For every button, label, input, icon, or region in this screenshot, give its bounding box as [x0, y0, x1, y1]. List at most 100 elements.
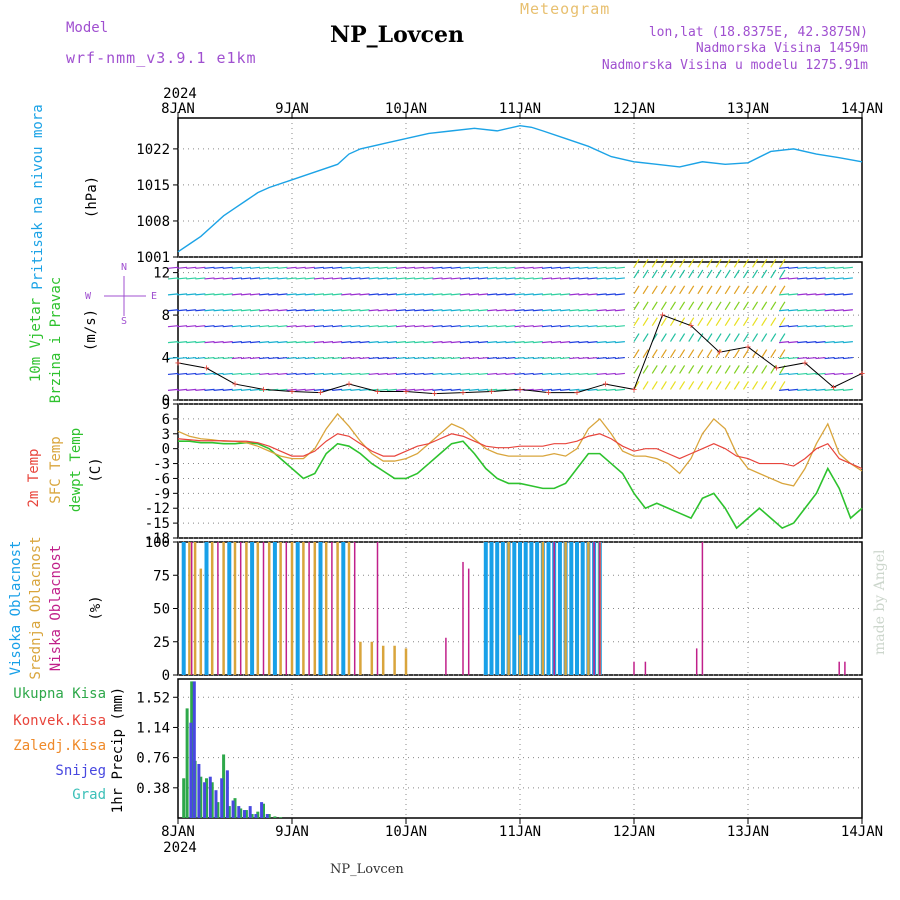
wind-barb	[761, 317, 768, 327]
wind-barb	[432, 293, 443, 296]
wind-barb	[742, 317, 749, 327]
cloud-bar-mid	[541, 542, 545, 675]
wind-barb	[560, 277, 571, 280]
wind-barb	[697, 269, 704, 279]
wind-barb	[213, 266, 224, 269]
cloud-bar-mid	[393, 645, 396, 675]
wind-barb	[523, 325, 534, 328]
y-tick-label: 0	[162, 393, 170, 409]
wind-barb	[587, 356, 598, 360]
wind-barb	[368, 388, 379, 391]
wind-barb	[359, 372, 370, 376]
wind-barb	[614, 277, 625, 280]
wind-barb	[523, 341, 534, 344]
wind-speed-marker: +	[175, 358, 181, 369]
wind-barb	[642, 333, 649, 342]
wind-barb	[231, 388, 242, 391]
y-tick-label: 1015	[136, 178, 170, 194]
y-tick-label: 0.76	[136, 751, 170, 767]
wind-barb	[752, 285, 759, 295]
wind-barb	[824, 293, 835, 296]
wind-barb	[614, 266, 625, 269]
wind-barb	[660, 317, 667, 327]
wind-barb	[450, 277, 461, 280]
wind-speed-marker: +	[773, 363, 779, 374]
wind-barb	[268, 325, 279, 328]
cloud-unit-label: (%)	[88, 595, 104, 620]
wind-barb	[669, 333, 676, 342]
wind-barb	[761, 381, 768, 390]
wind-barb	[286, 388, 297, 391]
wind-barb	[441, 293, 452, 296]
wind-barb	[541, 388, 552, 391]
wind-barb	[596, 277, 607, 280]
cloud-bar-mid	[564, 542, 567, 675]
wind-barb	[797, 372, 808, 376]
wind-barb	[222, 277, 233, 280]
y-tick-label: -3	[153, 457, 170, 473]
wind-barb	[441, 372, 452, 376]
y-tick-label: 12	[153, 266, 170, 282]
wind-barb	[742, 285, 749, 295]
wind-barb	[523, 356, 534, 360]
cloud-bar-low	[308, 542, 310, 675]
wind-barb	[779, 258, 786, 268]
panel-frame	[177, 261, 863, 401]
cloud-mid-ylabel: Srednja Oblacnost	[28, 536, 44, 679]
wind-barb	[788, 341, 799, 344]
y-tick-label: 3	[162, 427, 170, 443]
wind-barb	[432, 277, 443, 280]
wind-barb	[487, 309, 498, 312]
wind-barb	[679, 381, 686, 390]
temp2m-ylabel: 2m Temp	[26, 448, 42, 507]
wind-barb	[733, 269, 740, 279]
wind-barb	[523, 293, 534, 296]
wind-barb	[715, 269, 722, 279]
wind-barb	[350, 293, 361, 296]
wind-barb	[605, 388, 616, 391]
precip-bar-snow	[214, 790, 218, 818]
wind-barb	[578, 341, 589, 344]
wind-barb	[578, 293, 589, 296]
wind-barb	[259, 341, 270, 344]
precip-legend-item: Snijeg	[55, 763, 106, 779]
wind-barb	[724, 258, 731, 268]
wind-barb	[213, 293, 224, 296]
wind-barb	[332, 293, 343, 296]
wind-barb	[213, 356, 224, 360]
wind-barb	[788, 277, 799, 280]
wind-barb	[523, 277, 534, 280]
wind-barb	[286, 277, 297, 280]
x-tick-label-top: 13JAN	[727, 101, 769, 117]
wind-barb	[688, 269, 695, 279]
wind-barb	[815, 309, 826, 312]
x-tick-label-top: 14JAN	[841, 101, 883, 117]
x-tick-label-bottom: 10JAN	[385, 824, 427, 840]
wind-barb	[468, 266, 480, 269]
wind-barb	[541, 266, 552, 269]
wind-barb	[268, 341, 279, 344]
y-tick-label: 50	[153, 602, 170, 618]
wind-speed-marker: +	[716, 347, 722, 358]
wind-barb	[778, 293, 790, 296]
wind-barb	[523, 266, 534, 269]
wind-barb	[550, 325, 562, 328]
wind-barb	[167, 372, 179, 376]
wind-barb	[633, 333, 640, 342]
wind-barb	[395, 309, 407, 312]
wind-barb	[669, 317, 676, 327]
wind-barb	[359, 309, 370, 312]
wind-barb	[596, 372, 607, 376]
cloud-bar-low	[190, 542, 193, 675]
wind-barb	[304, 309, 315, 312]
wind-barb	[177, 293, 188, 296]
wind-barb	[733, 285, 740, 295]
wind-speed-marker: +	[460, 388, 466, 399]
precip-legend-item: Zaledj.Kisa	[13, 738, 106, 754]
wind-barb	[386, 277, 397, 280]
precip-bar-snow	[197, 763, 201, 818]
precip-bar-total	[233, 798, 237, 818]
cloud-high-ylabel: Visoka Oblacnost	[8, 541, 24, 676]
wind-speed-marker: +	[232, 379, 238, 390]
wind-barb	[350, 341, 361, 344]
